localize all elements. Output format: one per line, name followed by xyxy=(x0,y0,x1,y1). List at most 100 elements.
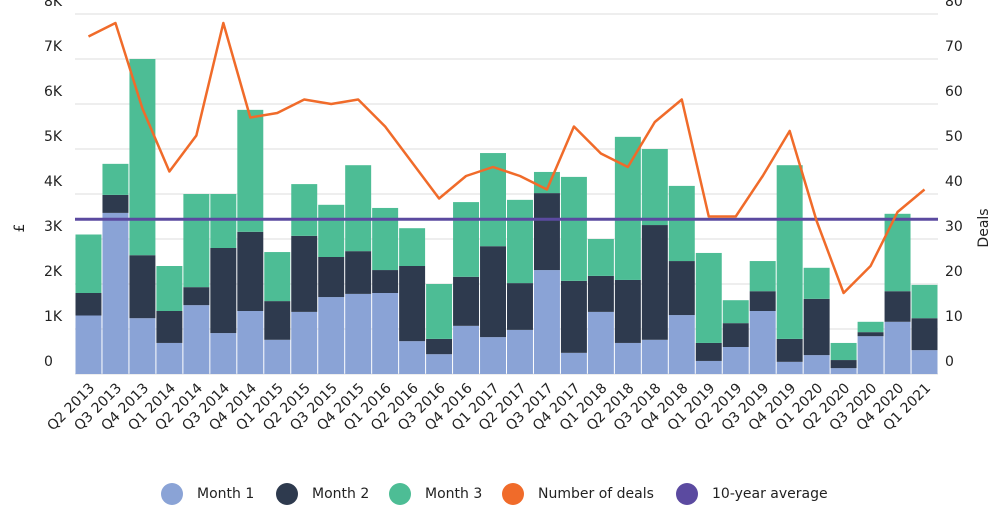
bar-segment xyxy=(237,109,264,232)
bar-segment xyxy=(695,342,722,361)
legend-item: 10-year average xyxy=(676,483,828,505)
y2-tick-label: 20 xyxy=(945,264,963,280)
bar-segment xyxy=(345,251,372,294)
bar-segment xyxy=(722,323,749,347)
y-tick-label: 4K xyxy=(44,174,63,190)
legend-label: 10-year average xyxy=(712,486,828,502)
y-tick-label: 3K xyxy=(44,219,63,235)
bar-segment xyxy=(156,342,183,374)
bar-segment xyxy=(830,368,857,374)
y2-tick-label: 0 xyxy=(945,354,954,370)
bar-segment xyxy=(641,339,668,374)
bar-segment xyxy=(102,163,129,195)
bar-segment xyxy=(749,311,776,374)
bar-segment xyxy=(560,352,587,374)
bar-segment xyxy=(345,165,372,252)
legend-swatch xyxy=(502,483,524,505)
legend-item: Month 1 xyxy=(161,483,254,505)
bar-segment xyxy=(722,347,749,374)
bar-segment xyxy=(264,339,291,374)
bar-segment xyxy=(507,199,533,284)
bar-segment xyxy=(156,311,183,343)
bar-segment xyxy=(210,248,237,334)
bar-segment xyxy=(776,338,803,362)
bar-segment xyxy=(803,355,830,374)
bar-segment xyxy=(614,342,641,374)
legend-label: Month 1 xyxy=(197,486,254,502)
bar-segment xyxy=(183,287,210,306)
y-axis-label: £ xyxy=(12,224,28,233)
bar-segment xyxy=(803,267,830,299)
bar-segment xyxy=(749,261,776,292)
y-tick-label: 8K xyxy=(44,0,63,10)
bar-segment xyxy=(803,298,830,356)
y2-tick-label: 60 xyxy=(945,84,963,100)
bar-segment xyxy=(291,184,318,236)
bar-segment xyxy=(372,293,399,374)
legend-label: Month 3 xyxy=(425,486,482,502)
bar-segment xyxy=(210,194,237,248)
bar-segment xyxy=(560,176,587,281)
bar-segment xyxy=(857,332,884,337)
bar-segment xyxy=(183,305,210,374)
bar-segment xyxy=(830,360,857,369)
bar-segment xyxy=(749,291,776,311)
bar-segment xyxy=(183,194,210,288)
y2-tick-label: 70 xyxy=(945,39,963,55)
bar-segment xyxy=(102,212,129,374)
bar-segment xyxy=(560,280,587,353)
legend-item: Month 2 xyxy=(276,483,369,505)
bar-segment xyxy=(264,301,291,340)
bar-segment xyxy=(587,275,614,312)
bar-segment xyxy=(237,311,264,374)
legend-swatch xyxy=(161,483,183,505)
bar-segment xyxy=(533,270,560,374)
y2-tick-label: 40 xyxy=(945,174,963,190)
bar-segment xyxy=(480,246,506,338)
y2-axis-label: Deals xyxy=(976,208,992,247)
bar-segment xyxy=(426,354,453,374)
bar-segment xyxy=(399,266,426,342)
y-tick-label: 2K xyxy=(44,264,63,280)
bar-segment xyxy=(695,252,722,343)
legend-label: Month 2 xyxy=(312,486,369,502)
bar-segment xyxy=(291,235,318,312)
y-tick-label: 7K xyxy=(44,39,63,55)
bar-segment xyxy=(264,252,291,302)
bar-segment xyxy=(533,193,560,271)
line-series xyxy=(87,21,926,295)
bar-segment xyxy=(345,293,372,374)
bar-segment xyxy=(776,165,803,339)
bar-segment xyxy=(399,228,426,266)
bar-segment xyxy=(426,338,453,355)
bar-segment xyxy=(911,350,938,374)
bar-segment xyxy=(129,318,156,374)
bar-segment xyxy=(884,321,911,374)
bar-segment xyxy=(641,149,668,226)
bar-segment xyxy=(507,329,533,374)
bar-segment xyxy=(318,257,345,298)
bar-segment xyxy=(884,291,911,322)
legend-item: Number of deals xyxy=(502,483,654,505)
legend-item: Month 3 xyxy=(389,483,482,505)
bar-segment xyxy=(668,185,695,262)
bar-segment xyxy=(587,239,614,276)
bar-segment xyxy=(156,266,183,311)
bar-segment xyxy=(830,342,857,361)
y-tick-label: 0 xyxy=(44,354,53,370)
y-tick-label: 5K xyxy=(44,129,63,145)
bar-segment xyxy=(884,213,911,292)
y-tick-label: 1K xyxy=(44,309,63,325)
y-tick-label: 6K xyxy=(44,84,63,100)
bar-segment xyxy=(587,311,614,374)
bar-segment xyxy=(75,234,102,293)
bar-segment xyxy=(399,341,426,374)
bar-segment xyxy=(614,136,641,280)
bar-segment xyxy=(426,284,453,339)
bar-segment xyxy=(857,336,884,374)
bar-segment xyxy=(372,207,399,271)
bar-segment xyxy=(857,321,884,333)
bar-segment xyxy=(695,360,722,374)
legend-swatch xyxy=(389,483,411,505)
legend-label: Number of deals xyxy=(538,486,654,502)
